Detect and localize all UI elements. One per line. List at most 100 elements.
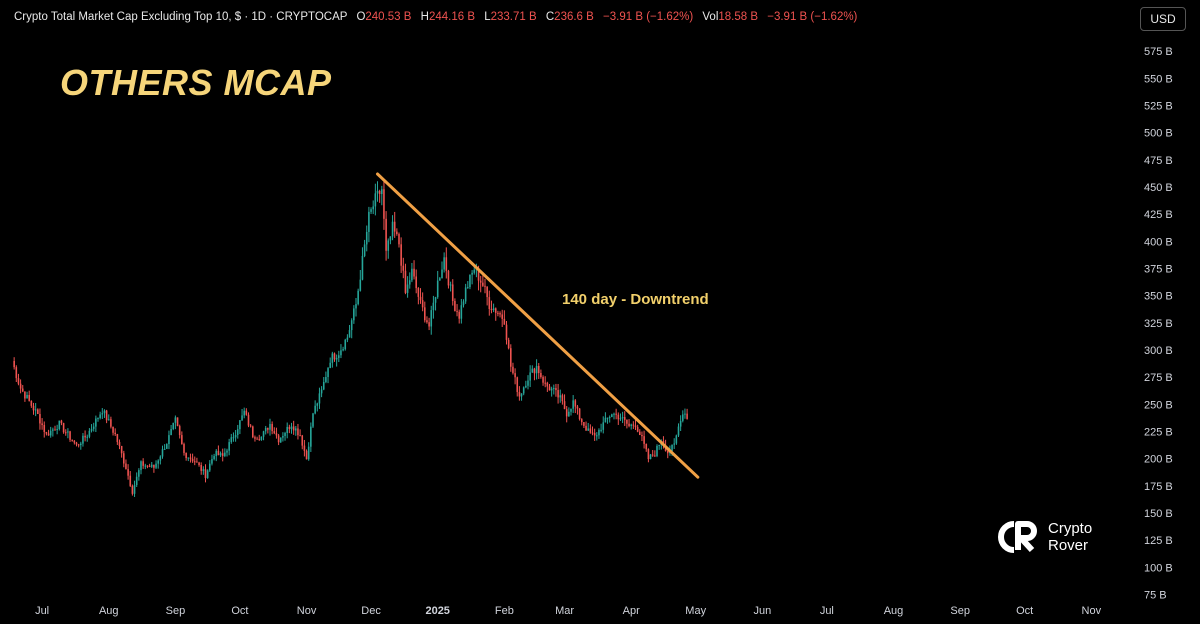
candle <box>335 354 338 367</box>
candle <box>185 452 187 461</box>
candle <box>492 303 495 313</box>
candle <box>643 430 645 449</box>
candle <box>232 432 235 442</box>
candle <box>202 466 205 475</box>
x-tick-label: Apr <box>623 605 640 617</box>
candle <box>441 261 443 279</box>
candle <box>331 351 334 368</box>
candle <box>400 237 402 273</box>
candle <box>548 383 551 391</box>
candle <box>580 418 583 426</box>
currency-button[interactable]: USD <box>1140 7 1186 31</box>
candle <box>654 450 656 457</box>
candle <box>447 269 450 289</box>
candle <box>679 415 682 432</box>
candle <box>43 421 46 438</box>
candle <box>684 408 686 419</box>
candle <box>71 439 73 442</box>
symbol-name: Crypto Total Market Cap Excluding Top 10… <box>14 11 348 23</box>
change-value: −3.91 B (−1.62%) <box>603 11 694 23</box>
candle <box>52 427 54 437</box>
candle <box>546 381 549 392</box>
candle <box>54 425 56 431</box>
candle <box>374 183 377 216</box>
y-tick-label: 450 B <box>1144 182 1173 194</box>
candle <box>170 424 172 436</box>
candle <box>142 458 144 469</box>
candle <box>181 431 183 445</box>
y-tick-label: 500 B <box>1144 128 1173 140</box>
x-tick-label: Nov <box>297 605 317 617</box>
candle <box>383 181 385 230</box>
candle <box>387 238 390 259</box>
candle <box>17 373 20 386</box>
candle <box>224 448 226 458</box>
candle <box>159 455 162 465</box>
x-tick-label: Sep <box>950 605 970 617</box>
candle <box>49 426 52 438</box>
candle <box>501 309 503 328</box>
x-axis[interactable]: Jul Aug Sep Oct Nov Dec 2025 Feb Mar Apr May Jun Jul… <box>35 605 1102 617</box>
candle <box>131 484 134 496</box>
candle <box>338 350 340 363</box>
candle <box>344 338 347 351</box>
y-tick-label: 550 B <box>1144 73 1173 85</box>
high-label: H <box>420 11 429 23</box>
candle <box>479 275 482 293</box>
candle <box>67 428 69 439</box>
candle <box>617 412 620 425</box>
candle <box>56 424 58 435</box>
candle <box>396 228 398 236</box>
y-axis[interactable]: 75 B 100 B 125 B 150 B 175 B 200 B 225 B 250 B 2… <box>1144 46 1173 601</box>
y-tick-label: 425 B <box>1144 209 1173 221</box>
y-tick-label: 475 B <box>1144 155 1173 167</box>
candle <box>327 367 329 384</box>
candle <box>348 324 351 338</box>
candle <box>342 346 344 352</box>
candle <box>544 376 546 388</box>
candle <box>623 411 626 427</box>
high-value: 244.16 B <box>428 11 475 23</box>
downtrend-line[interactable] <box>376 172 700 479</box>
candle <box>641 431 643 442</box>
close-label: C <box>545 11 555 23</box>
candle <box>677 423 680 438</box>
candle <box>436 270 439 299</box>
symbol-header: Crypto Total Market Cap Excluding Top 10… <box>14 11 857 23</box>
candle <box>157 459 159 469</box>
candle <box>196 457 198 463</box>
candle <box>540 369 542 379</box>
candle <box>443 252 445 273</box>
candle <box>604 412 607 423</box>
candle <box>198 461 200 467</box>
candle <box>290 422 293 434</box>
candle <box>381 185 383 206</box>
y-tick-label: 250 B <box>1144 399 1173 411</box>
watermark-line2: Rover <box>1048 537 1089 554</box>
candle <box>376 181 379 202</box>
candle <box>62 422 65 434</box>
candle <box>561 393 564 405</box>
y-tick-label: 375 B <box>1144 264 1173 276</box>
candle <box>529 365 531 388</box>
candle <box>116 433 119 445</box>
candle <box>514 368 516 385</box>
candle <box>636 424 639 433</box>
candle <box>415 269 417 294</box>
candle <box>24 391 26 402</box>
x-tick-label: Jun <box>753 605 771 617</box>
candle <box>318 387 321 409</box>
candle <box>303 439 306 457</box>
candle <box>19 379 22 394</box>
candle <box>434 296 437 311</box>
candle <box>60 419 63 426</box>
candle <box>598 428 600 439</box>
candle <box>619 413 622 421</box>
candle <box>64 429 67 436</box>
candle <box>193 456 196 466</box>
candle <box>398 232 400 248</box>
candle <box>178 424 181 439</box>
y-tick-label: 575 B <box>1144 46 1173 58</box>
candle <box>45 431 48 436</box>
